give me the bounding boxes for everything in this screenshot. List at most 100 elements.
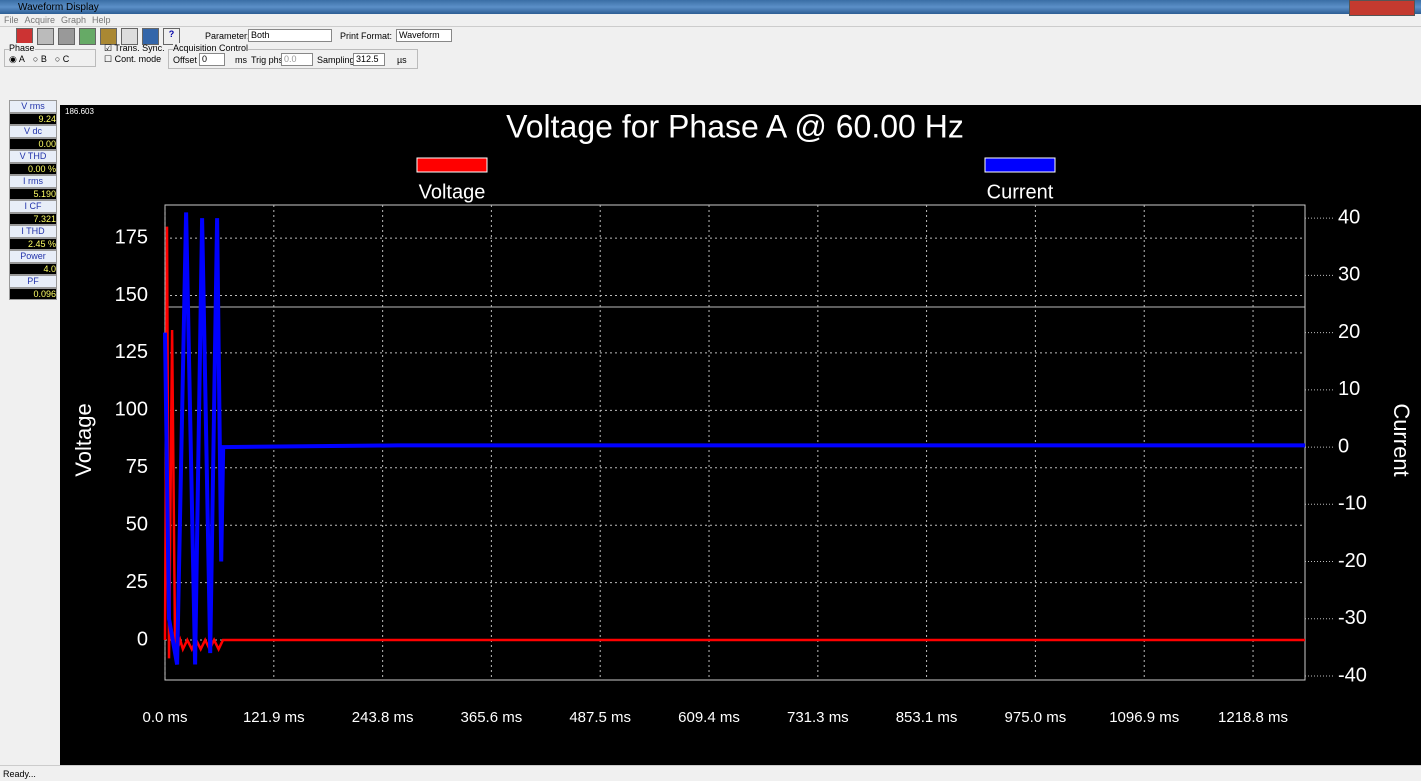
tool-icon[interactable] (142, 28, 159, 45)
radio-label: B (40, 54, 47, 64)
y2-axis-label: Current (1389, 403, 1414, 476)
y2-tick-label: 0 (1338, 435, 1349, 457)
tool-icon[interactable] (58, 28, 75, 45)
chart: 186.603 Voltage for Phase A @ 60.00 Hz V… (60, 105, 1421, 765)
label: Phase (9, 43, 35, 53)
x-tick-label: 121.9 ms (243, 709, 305, 726)
x-tick-label: 975.0 ms (1005, 709, 1067, 726)
title-bar: Waveform Display (0, 0, 1421, 16)
x-tick-label: 365.6 ms (461, 709, 523, 726)
radio-label: C (62, 54, 70, 64)
label: Sampling: (317, 55, 358, 65)
reading-label: V rms (9, 100, 57, 113)
label: Print Format: (340, 31, 393, 41)
x-tick-label: 609.4 ms (678, 709, 740, 726)
reading-label: I rms (9, 175, 57, 188)
window-buttons[interactable] (1349, 0, 1415, 16)
y-tick-label: 125 (115, 341, 148, 363)
x-tick-label: 853.1 ms (896, 709, 958, 726)
label: Acquisition Control (173, 43, 249, 53)
label: Offset (173, 55, 197, 65)
y-tick-label: 75 (126, 456, 148, 478)
menu-item[interactable]: File (4, 15, 19, 25)
trig-input[interactable]: 0.0 (281, 53, 313, 66)
reading-value: 9.24 (9, 113, 57, 125)
menu-item[interactable]: Help (92, 15, 111, 25)
y2-tick-label: -20 (1338, 550, 1367, 572)
y2-tick-label: -10 (1338, 493, 1367, 515)
reading-value: 5.190 (9, 188, 57, 200)
radio-label: A (18, 54, 25, 64)
label: Cont. mode (114, 54, 162, 64)
y-tick-label: 50 (126, 513, 148, 535)
tool-icon[interactable] (79, 28, 96, 45)
reading-value: 0.096 (9, 288, 57, 300)
y-tick-label: 0 (137, 628, 148, 650)
tool-icon[interactable] (100, 28, 117, 45)
y2-tick-label: -30 (1338, 607, 1367, 629)
status-bar: Ready... (0, 765, 1421, 781)
label: ms (235, 55, 247, 65)
reading-label: PF (9, 275, 57, 288)
radio[interactable]: ○ B (32, 54, 47, 64)
legend-swatch (416, 157, 488, 173)
corner-label: 186.603 (65, 107, 94, 116)
acquisition-group: Acquisition Control Offset 0 ms Trig phs… (168, 43, 418, 69)
y2-tick-label: 20 (1338, 321, 1360, 343)
x-tick-label: 243.8 ms (352, 709, 414, 726)
radio[interactable]: ○ C (54, 54, 70, 64)
label: Trans. Sync. (114, 43, 165, 53)
offset-input[interactable]: 0 (199, 53, 225, 66)
reading-label: V THD (9, 150, 57, 163)
label: µs (397, 55, 407, 65)
print-select[interactable]: Waveform (396, 29, 452, 42)
x-tick-label: 731.3 ms (787, 709, 849, 726)
x-tick-label: 0.0 ms (142, 709, 187, 726)
label: Parameter: (205, 31, 250, 41)
y-tick-label: 150 (115, 284, 148, 306)
reading-value: 7.321 (9, 213, 57, 225)
chart-background (60, 105, 1421, 765)
y-tick-label: 25 (126, 571, 148, 593)
x-tick-label: 487.5 ms (569, 709, 631, 726)
label: Trig phs (251, 55, 284, 65)
radio[interactable]: ◉ A (9, 54, 25, 64)
toolbar-icons: ? (16, 28, 180, 45)
x-tick-label: 1218.8 ms (1218, 709, 1288, 726)
reading-value: 0.00 % (9, 163, 57, 175)
menu-item[interactable]: Acquire (24, 15, 56, 25)
reading-label: I THD (9, 225, 57, 238)
reading-label: I CF (9, 200, 57, 213)
y2-tick-label: -40 (1338, 664, 1367, 686)
reading-label: V dc (9, 125, 57, 138)
sampling-input[interactable]: 312.5 (353, 53, 385, 66)
y-axis-label: Voltage (71, 403, 96, 476)
reading-label: Power (9, 250, 57, 263)
phase-group: Phase ◉ A ○ B ○ C (4, 43, 96, 67)
menu-bar: File Acquire Graph Help (4, 15, 117, 25)
chart-title: Voltage for Phase A @ 60.00 Hz (506, 108, 964, 144)
y2-tick-label: 10 (1338, 378, 1360, 400)
tool-icon[interactable] (37, 28, 54, 45)
series-line (163, 212, 1305, 665)
parameter-select[interactable]: Both (248, 29, 332, 42)
separator (0, 26, 1421, 27)
checkbox[interactable]: ☐ Cont. mode (104, 54, 162, 64)
y2-tick-label: 30 (1338, 264, 1360, 286)
y2-tick-label: 40 (1338, 206, 1360, 228)
legend-swatch (984, 157, 1056, 173)
x-tick-label: 1096.9 ms (1109, 709, 1179, 726)
y-tick-label: 175 (115, 226, 148, 248)
window-title: Waveform Display (18, 2, 99, 13)
legend-label: Current (987, 181, 1054, 203)
reading-value: 4.0 (9, 263, 57, 275)
menu-item[interactable]: Graph (61, 15, 87, 25)
legend-label: Voltage (419, 181, 486, 203)
y-tick-label: 100 (115, 399, 148, 421)
reading-value: 0.00 (9, 138, 57, 150)
status-text: Ready... (3, 769, 36, 779)
readings-panel: V rms 9.24 V dc 0.00 V THD 0.00 % I rms 5.190 I … (9, 100, 57, 300)
checkbox[interactable]: ☑ Trans. Sync. (104, 43, 165, 53)
tool-icon[interactable] (121, 28, 138, 45)
